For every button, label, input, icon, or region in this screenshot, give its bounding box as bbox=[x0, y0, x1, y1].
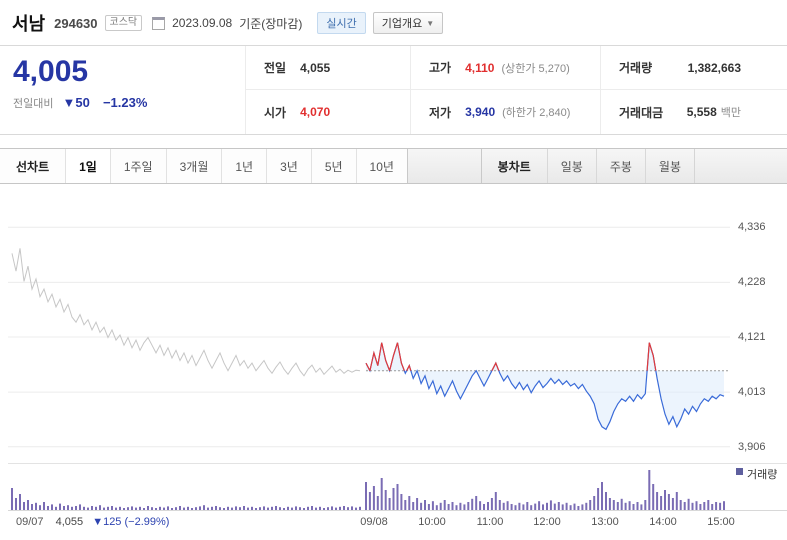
low-price-cell: 저가 3,940 (하한가 2,840) bbox=[410, 90, 600, 134]
y-axis-tick: 4,121 bbox=[738, 331, 766, 344]
upper-limit-note: (상한가 5,270) bbox=[501, 62, 570, 75]
high-price-cell: 고가 4,110 (상한가 5,270) bbox=[410, 46, 600, 90]
y-axis-tick: 4,336 bbox=[738, 221, 766, 234]
y-axis-tick: 4,228 bbox=[738, 276, 766, 289]
change-label: 전일대비 bbox=[13, 97, 54, 110]
stock-header: 서남 294630 코스닥 2023.09.08 기준(장마감) 실시간 기업개… bbox=[0, 8, 787, 45]
prev-day-change: ▼125 (−2.99%) bbox=[92, 516, 170, 528]
quote-date: 2023.09.08 bbox=[172, 16, 233, 30]
chart-section: 4,336 4,228 4,121 4,013 3,906 거래량 09/07 … bbox=[0, 210, 787, 540]
candle-chart-group-label: 봉차트 bbox=[497, 159, 531, 174]
price-summary-box: 4,005 전일대비 ▼50 −1.23% 전일 4,055 고가 4,110 … bbox=[0, 45, 787, 135]
company-overview-button[interactable]: 기업개요 ▼ bbox=[372, 12, 444, 34]
trade-value-unit: 백만 bbox=[720, 107, 741, 119]
market-badge: 코스닥 bbox=[104, 15, 143, 31]
realtime-button[interactable]: 실시간 bbox=[317, 12, 366, 34]
price-change-row: 전일대비 ▼50 −1.23% bbox=[13, 95, 245, 111]
prev-day-info: 09/07 4,055 ▼125 (−2.99%) bbox=[16, 516, 169, 528]
tab-period-1day[interactable]: 1일 bbox=[65, 149, 110, 183]
current-price-panel: 4,005 전일대비 ▼50 −1.23% bbox=[0, 46, 246, 134]
stock-name: 서남 bbox=[12, 14, 46, 34]
x-axis-tick: 14:00 bbox=[649, 516, 677, 528]
candle-chart-tab-group: 봉차트 일봉 주봉 월봉 bbox=[480, 149, 695, 183]
tab-period-1week[interactable]: 1주일 bbox=[109, 149, 166, 183]
line-chart-group-label: 선차트 bbox=[16, 159, 50, 174]
trade-value-cell: 거래대금 5,558 백만 bbox=[600, 90, 787, 134]
calendar-icon bbox=[152, 16, 166, 30]
tab-candle-monthly[interactable]: 월봉 bbox=[644, 149, 694, 183]
x-axis-tick: 09/08 bbox=[360, 516, 388, 528]
change-percent: −1.23% bbox=[102, 94, 148, 110]
y-axis-tick: 4,013 bbox=[738, 386, 766, 399]
chart-toolbar: 선차트 1일 1주일 3개월 1년 3년 5년 10년 봉차트 일봉 주봉 월봉 bbox=[0, 148, 787, 184]
x-axis-tick: 11:00 bbox=[476, 516, 504, 528]
tab-period-3month[interactable]: 3개월 bbox=[165, 149, 222, 183]
volume-legend-label: 거래량 bbox=[747, 469, 778, 481]
volume-chart-canvas[interactable] bbox=[8, 466, 730, 510]
prev-day-date: 09/07 bbox=[16, 516, 44, 528]
x-axis-tick: 10:00 bbox=[418, 516, 446, 528]
change-value: ▼50 bbox=[62, 94, 90, 110]
volume-plot-row: 거래량 bbox=[8, 463, 787, 511]
tab-period-5year[interactable]: 5년 bbox=[310, 149, 356, 183]
tab-period-3year[interactable]: 3년 bbox=[266, 149, 311, 183]
tab-candle-daily[interactable]: 일봉 bbox=[546, 149, 596, 183]
x-axis-tick: 12:00 bbox=[533, 516, 561, 528]
lower-limit-note: (하한가 2,840) bbox=[502, 107, 571, 119]
open-price-cell: 시가 4,070 bbox=[264, 105, 331, 120]
tab-period-10year[interactable]: 10년 bbox=[355, 149, 407, 183]
prev-close-cell: 전일 4,055 bbox=[246, 46, 410, 90]
volume-legend: 거래량 bbox=[730, 466, 787, 510]
stock-code: 294630 bbox=[54, 15, 98, 31]
volume-cell: 거래량 1,382,663 bbox=[600, 46, 787, 90]
tab-candle-weekly[interactable]: 주봉 bbox=[595, 149, 645, 183]
chevron-down-icon: ▼ bbox=[426, 18, 435, 28]
y-axis-tick: 3,906 bbox=[738, 440, 766, 453]
x-axis-tick: 15:00 bbox=[707, 516, 735, 528]
prev-day-close: 4,055 bbox=[55, 516, 84, 528]
tab-period-1year[interactable]: 1년 bbox=[221, 149, 266, 183]
price-detail-table: 전일 4,055 고가 4,110 (상한가 5,270) 거래량 1,382,… bbox=[246, 46, 787, 134]
x-axis-tick: 13:00 bbox=[591, 516, 619, 528]
quote-date-suffix: 기준(장마감) bbox=[239, 16, 303, 31]
price-chart-canvas[interactable] bbox=[8, 210, 730, 460]
price-plot-row: 4,336 4,228 4,121 4,013 3,906 bbox=[8, 210, 787, 460]
y-axis-labels: 4,336 4,228 4,121 4,013 3,906 bbox=[730, 210, 787, 460]
line-chart-tab-group: 선차트 1일 1주일 3개월 1년 3년 5년 10년 bbox=[0, 149, 408, 183]
x-axis: 09/07 4,055 ▼125 (−2.99%) 09/08 10:00 11… bbox=[8, 513, 787, 533]
current-price: 4,005 bbox=[13, 55, 89, 88]
company-overview-label: 기업개요 bbox=[381, 18, 423, 30]
volume-color-icon bbox=[736, 468, 743, 475]
